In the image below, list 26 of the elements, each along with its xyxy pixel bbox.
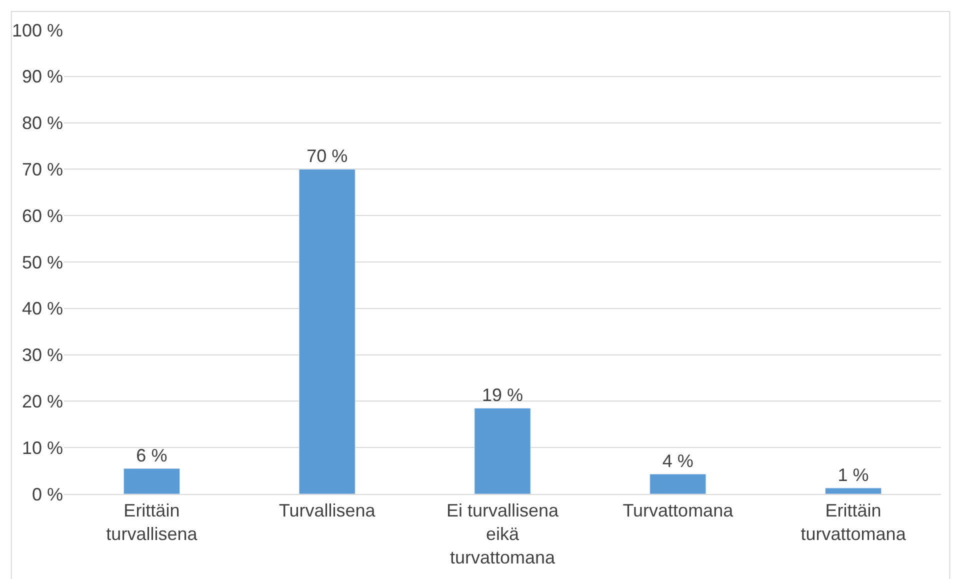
y-tick-label: 90 % [22,66,63,87]
data-label: 70 % [306,146,348,166]
bar [298,168,356,494]
x-tick-label: Erittäin turvattomana [800,500,907,544]
y-tick-label: 30 % [22,345,63,366]
x-tick-label: Ei turvallisena eikä turvattomana [446,500,560,568]
y-tick-label: 50 % [22,252,63,272]
bar [650,474,706,494]
data-label: 6 % [136,445,168,466]
y-tick-label: 80 % [22,113,63,134]
x-tick-label: Turvallisena [278,500,376,521]
y-tick-label: 10 % [22,438,63,458]
bar [824,488,882,494]
bar [123,468,180,494]
data-label: 19 % [482,385,524,406]
y-tick-label: 70 % [22,160,63,180]
bar [474,408,531,494]
y-tick-label: 100 % [12,20,63,40]
y-tick-label: 60 % [22,206,63,226]
x-tick-label: Turvattomana [622,500,734,521]
data-label: 1 % [838,464,869,485]
data-label: 4 % [662,451,694,472]
y-tick-label: 40 % [22,298,63,319]
y-tick-label: 20 % [22,392,63,412]
y-tick-label: 0 % [32,484,63,504]
x-tick-label: Erittäin turvallisena [106,500,198,544]
